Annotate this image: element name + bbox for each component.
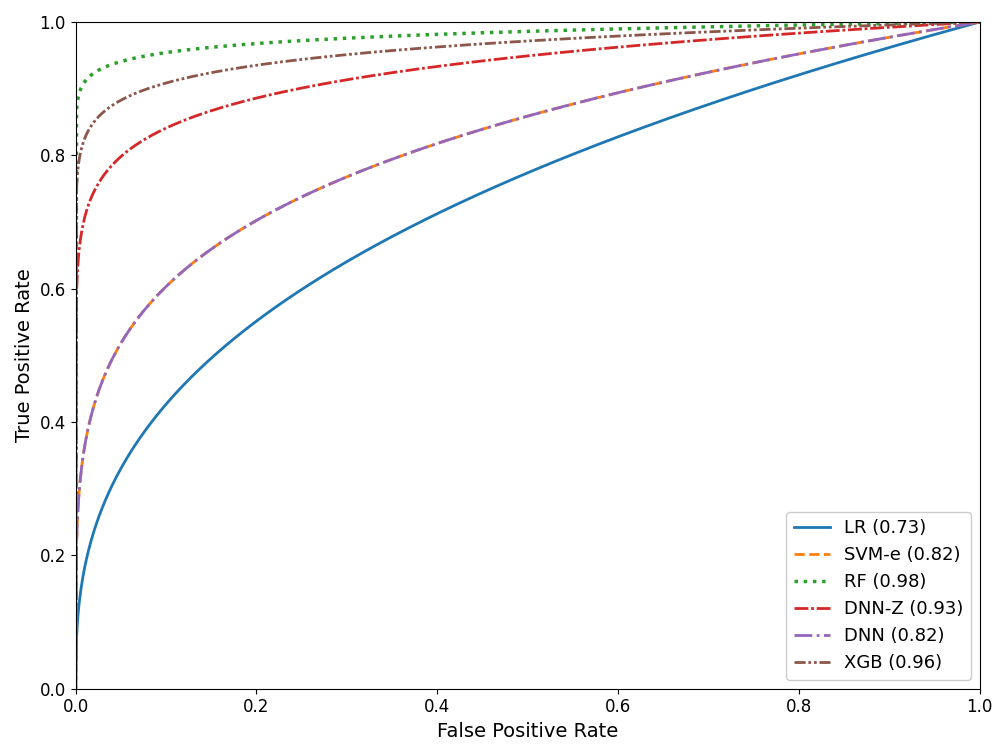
LR (0.73) [162, 398, 174, 407]
DNN-Z (0.93) [974, 17, 986, 26]
RF (0.98) [435, 29, 448, 39]
DNN (0.82) [468, 127, 480, 136]
XGB (0.96) [162, 78, 174, 87]
SVM-e (0.82) [468, 127, 480, 136]
XGB (0.96) [435, 42, 448, 51]
DNN-Z (0.93) [791, 29, 803, 38]
DNN (0.82) [435, 138, 448, 147]
DNN-Z (0.93) [468, 57, 480, 67]
RF (0.98) [690, 23, 703, 32]
SVM-e (0.82) [162, 280, 174, 290]
LR (0.73) [775, 76, 787, 85]
DNN-Z (0.93) [690, 36, 703, 45]
SVM-e (0.82) [791, 50, 803, 59]
XGB (0.96) [70, 684, 82, 693]
DNN-Z (0.93) [435, 61, 448, 70]
XGB (0.96) [974, 17, 986, 26]
SVM-e (0.82) [435, 138, 448, 147]
DNN (0.82) [791, 50, 803, 59]
RF (0.98) [775, 21, 787, 30]
RF (0.98) [162, 48, 174, 57]
Legend: LR (0.73), SVM-e (0.82), RF (0.98), DNN-Z (0.93), DNN (0.82), XGB (0.96): LR (0.73), SVM-e (0.82), RF (0.98), DNN-… [786, 512, 971, 680]
XGB (0.96) [690, 28, 703, 37]
RF (0.98) [70, 684, 82, 693]
Y-axis label: True Positive Rate: True Positive Rate [15, 268, 34, 442]
SVM-e (0.82) [775, 53, 787, 62]
RF (0.98) [468, 29, 480, 38]
LR (0.73) [690, 104, 703, 113]
XGB (0.96) [775, 24, 787, 33]
DNN (0.82) [690, 70, 703, 79]
LR (0.73) [435, 207, 448, 216]
Line: XGB (0.96): XGB (0.96) [76, 22, 980, 689]
XGB (0.96) [468, 40, 480, 49]
DNN-Z (0.93) [775, 29, 787, 39]
DNN (0.82) [775, 53, 787, 62]
SVM-e (0.82) [690, 70, 703, 79]
Line: RF (0.98): RF (0.98) [76, 22, 980, 689]
LR (0.73) [791, 71, 803, 80]
DNN-Z (0.93) [162, 122, 174, 132]
LR (0.73) [468, 192, 480, 201]
LR (0.73) [974, 17, 986, 26]
Line: LR (0.73): LR (0.73) [76, 22, 980, 689]
Line: DNN-Z (0.93): DNN-Z (0.93) [76, 22, 980, 689]
RF (0.98) [791, 20, 803, 29]
SVM-e (0.82) [974, 17, 986, 26]
SVM-e (0.82) [70, 684, 82, 693]
Line: DNN (0.82): DNN (0.82) [76, 22, 980, 689]
DNN (0.82) [974, 17, 986, 26]
RF (0.98) [974, 17, 986, 26]
X-axis label: False Positive Rate: False Positive Rate [437, 722, 618, 741]
LR (0.73) [70, 684, 82, 693]
XGB (0.96) [791, 23, 803, 33]
DNN-Z (0.93) [70, 684, 82, 693]
DNN (0.82) [162, 280, 174, 290]
DNN (0.82) [70, 684, 82, 693]
Line: SVM-e (0.82): SVM-e (0.82) [76, 22, 980, 689]
